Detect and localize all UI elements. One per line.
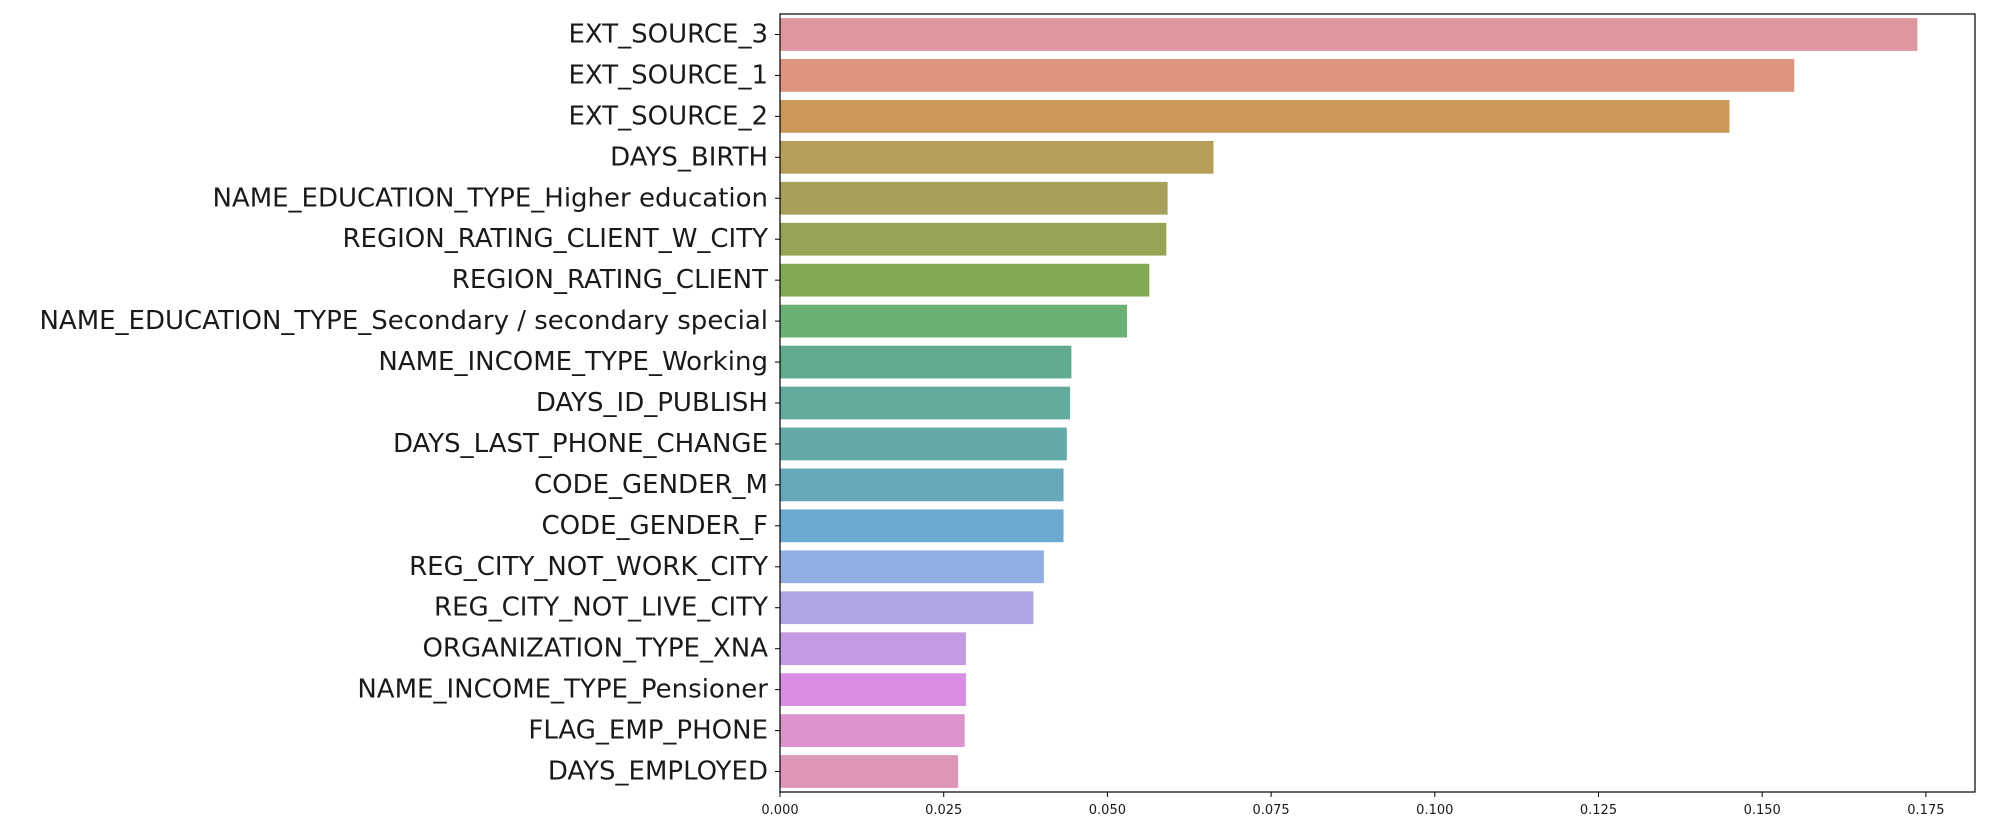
bar-code-gender-m <box>780 468 1064 502</box>
x-axis-ticks: 0.000 0.025 0.050 0.075 0.100 0.125 0.150 0.175 <box>761 792 1944 818</box>
category-label: REGION_RATING_CLIENT <box>452 265 768 295</box>
category-label: FLAG_EMP_PHONE <box>528 716 768 746</box>
bar-reg-city-not-work-city <box>780 550 1044 584</box>
category-label: CODE_GENDER_F <box>541 511 768 541</box>
category-label: REGION_RATING_CLIENT_W_CITY <box>342 224 768 254</box>
category-label: NAME_EDUCATION_TYPE_Secondary / secondar… <box>39 306 768 336</box>
bar-days-birth <box>780 140 1214 174</box>
bar-days-id-publish <box>780 386 1071 420</box>
x-tick-label: 0.050 <box>1089 803 1126 818</box>
category-label: NAME_EDUCATION_TYPE_Higher education <box>212 183 768 213</box>
category-label: EXT_SOURCE_1 <box>568 60 768 90</box>
bar-name-income-type-working <box>780 345 1072 379</box>
bar-region-rating-client-w-city <box>780 222 1167 256</box>
bar-name-income-type-pensioner <box>780 673 966 707</box>
bar-flag-emp-phone <box>780 714 965 747</box>
x-tick-label: 0.150 <box>1744 803 1781 818</box>
bar-days-last-phone-change <box>780 427 1067 461</box>
category-label: NAME_INCOME_TYPE_Pensioner <box>357 675 768 705</box>
x-tick-label: 0.000 <box>761 803 798 818</box>
x-tick-label: 0.025 <box>925 803 962 818</box>
x-tick-label: 0.175 <box>1907 803 1944 818</box>
category-label: EXT_SOURCE_3 <box>568 19 768 49</box>
bar-region-rating-client <box>780 263 1150 297</box>
x-tick-label: 0.125 <box>1580 803 1617 818</box>
category-labels: EXT_SOURCE_3 EXT_SOURCE_1 EXT_SOURCE_2 DAYS… <box>39 19 780 787</box>
bar-name-education-type-higher-education <box>780 181 1168 215</box>
category-label: EXT_SOURCE_2 <box>568 101 768 131</box>
x-tick-label: 0.100 <box>1416 803 1453 818</box>
category-label: DAYS_EMPLOYED <box>548 757 768 787</box>
bar-ext-source-3 <box>780 18 1918 51</box>
bar-days-employed <box>780 755 959 788</box>
category-label: NAME_INCOME_TYPE_Working <box>378 347 768 377</box>
category-label: REG_CITY_NOT_WORK_CITY <box>409 552 768 582</box>
category-label: ORGANIZATION_TYPE_XNA <box>422 634 768 664</box>
plot-frame <box>779 13 1976 793</box>
category-label: REG_CITY_NOT_LIVE_CITY <box>434 593 768 623</box>
category-label: CODE_GENDER_M <box>534 470 768 500</box>
bar-reg-city-not-live-city <box>780 591 1034 625</box>
bar-ext-source-1 <box>780 59 1795 92</box>
bars-layer <box>780 18 1918 788</box>
bar-organization-type-xna <box>780 632 966 666</box>
bar-name-education-type-secondary-secondary-special <box>780 304 1128 338</box>
category-label: DAYS_BIRTH <box>610 142 768 172</box>
bar-code-gender-f <box>780 509 1064 543</box>
x-tick-label: 0.075 <box>1252 803 1289 818</box>
category-label: DAYS_LAST_PHONE_CHANGE <box>393 429 768 459</box>
bar-ext-source-2 <box>780 99 1730 133</box>
category-label: DAYS_ID_PUBLISH <box>536 388 768 418</box>
